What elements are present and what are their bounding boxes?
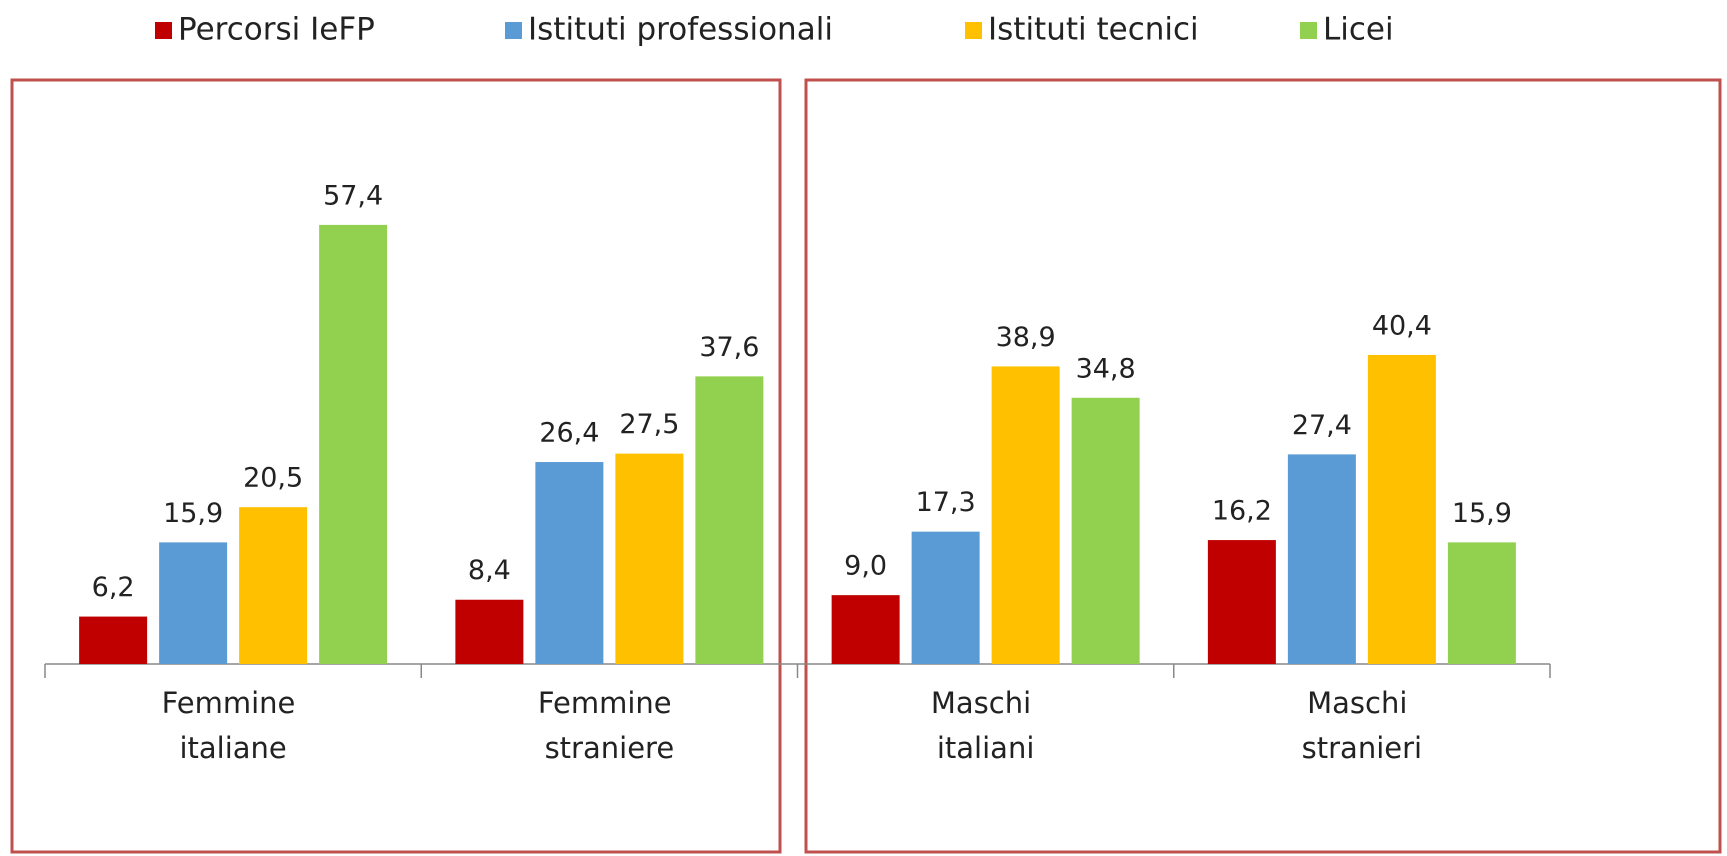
bar — [1367, 354, 1436, 664]
legend-swatch — [155, 22, 172, 39]
bar — [1071, 397, 1140, 664]
bar — [239, 507, 308, 664]
value-label: 38,9 — [996, 322, 1056, 353]
legend-label: Licei — [1323, 12, 1394, 48]
value-label: 17,3 — [916, 487, 976, 518]
bar — [695, 376, 764, 664]
value-label: 15,9 — [1452, 498, 1512, 529]
bar — [455, 599, 524, 664]
bar — [615, 453, 684, 664]
bar — [1287, 454, 1356, 664]
bar — [319, 224, 388, 664]
value-label: 16,2 — [1212, 496, 1272, 527]
legend-label: Percorsi IeFP — [178, 12, 375, 48]
value-label: 37,6 — [699, 332, 759, 363]
value-label: 8,4 — [468, 555, 511, 586]
legend-label: Istituti professionali — [528, 12, 833, 48]
legend-swatch — [1300, 22, 1317, 39]
legend-swatch — [505, 22, 522, 39]
x-tick-label: Maschi italiani — [931, 686, 1041, 765]
value-label: 27,5 — [619, 409, 679, 440]
bar — [159, 542, 228, 664]
value-label: 34,8 — [1076, 353, 1136, 384]
legend-label: Istituti tecnici — [988, 12, 1199, 48]
value-label: 15,9 — [163, 498, 223, 529]
bar — [831, 595, 900, 664]
bar — [911, 531, 980, 664]
value-label: 20,5 — [243, 463, 303, 494]
bar — [535, 462, 604, 664]
x-tick-label: Maschi stranieri — [1302, 686, 1422, 765]
value-label: 6,2 — [92, 572, 135, 603]
frame — [804, 78, 1722, 854]
bar — [79, 616, 148, 664]
bar — [991, 366, 1060, 664]
value-label: 40,4 — [1372, 310, 1432, 341]
bar — [1447, 542, 1516, 664]
x-tick-label: Femmine straniere — [538, 686, 681, 765]
bar — [1207, 540, 1276, 664]
value-label: 27,4 — [1292, 410, 1352, 441]
value-label: 57,4 — [323, 180, 383, 211]
value-label: 26,4 — [539, 418, 599, 449]
x-tick-label: Femmine italiane — [162, 686, 305, 765]
legend-swatch — [965, 22, 982, 39]
frame — [10, 78, 782, 854]
value-label: 9,0 — [844, 551, 887, 582]
legend: Percorsi IeFP Istituti professionali Istit… — [155, 12, 1394, 48]
